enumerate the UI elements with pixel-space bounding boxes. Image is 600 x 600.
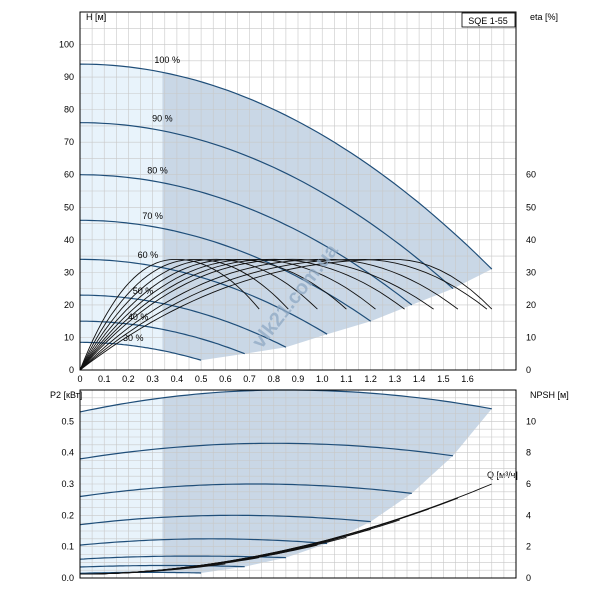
speed-label: 60 % [138, 250, 159, 260]
head-tick-label: 10 [64, 332, 74, 342]
flow-tick-label: 1.3 [389, 374, 402, 384]
efficiency-curve [79, 258, 459, 371]
speed-label: 80 % [147, 166, 168, 176]
power-curve [79, 483, 412, 498]
power-tick-label: 0.2 [61, 510, 74, 520]
npsh-tick-label: 10 [526, 416, 536, 426]
eta-axis-label: eta [%] [530, 12, 558, 22]
head-tick-label: 30 [64, 267, 74, 277]
npsh-curves [79, 483, 492, 575]
head-ticks: 0 0.1 0.2 0.3 0.4 0.5 0.6 0.7 0.8 0.9 1.0 1.1 1.2 1.3… [59, 40, 536, 384]
head-curve [80, 320, 245, 355]
model-title: SQE 1-55 [468, 16, 508, 26]
speed-label: 50 % [133, 286, 154, 296]
efficiency-curve [79, 258, 376, 371]
flow-tick-label: 1.2 [364, 374, 377, 384]
eta-tick-label: 60 [526, 170, 536, 180]
power-tick-label: 0.5 [61, 416, 74, 426]
flow-tick-label: 1.5 [437, 374, 450, 384]
head-curves [79, 63, 493, 361]
head-tick-label: 100 [59, 40, 74, 50]
head-tick-label: 70 [64, 137, 74, 147]
head-tick-label: 20 [64, 300, 74, 310]
power-low-flow-region [80, 397, 163, 574]
speed-label: 30 % [123, 333, 144, 343]
eta-tick-label: 0 [526, 365, 531, 375]
efficiency-curve [79, 258, 434, 371]
head-curve [79, 294, 287, 348]
power-operating-region-fill [162, 390, 492, 573]
head-axis-label: H [м] [86, 12, 106, 22]
speed-labels: 100 % 90 % 80 % 70 % 60 % 50 % 40 % 30 % [123, 55, 180, 343]
head-efficiency-panel: 100 % 90 % 80 % 70 % 60 % 50 % 40 % 30 % 0 0.1 0.… [59, 11, 558, 480]
efficiency-curve [79, 258, 260, 371]
eta-tick-label: 10 [526, 332, 536, 342]
npsh-tick-label: 2 [526, 542, 531, 552]
head-tick-label: 90 [64, 72, 74, 82]
power-tick-label: 0.1 [61, 542, 74, 552]
power-curve [79, 514, 371, 526]
flow-tick-label: 0.4 [171, 374, 184, 384]
speed-label: 70 % [142, 211, 163, 221]
power-ticks: 0.0 0.1 0.2 0.3 0.4 0.5 0 2 4 6 8 10 [61, 416, 536, 583]
eta-tick-label: 40 [526, 235, 536, 245]
power-plot-frame [79, 389, 517, 579]
head-curve [79, 258, 328, 335]
power-axis-label: P2 [кВт] [50, 390, 82, 400]
npsh-tick-label: 8 [526, 448, 531, 458]
efficiency-curve [79, 258, 318, 371]
flow-tick-label: 1.4 [413, 374, 426, 384]
flow-tick-label: 1.0 [316, 374, 329, 384]
npsh-tick-label: 4 [526, 510, 531, 520]
operating-region-fill [162, 72, 492, 361]
flow-tick-label: 0.5 [195, 374, 208, 384]
head-curve [80, 341, 202, 361]
flow-axis-label: Q [м³/ч] [487, 470, 518, 480]
power-curve [79, 442, 454, 460]
flow-tick-label: 0.6 [219, 374, 232, 384]
npsh-curve [80, 563, 226, 575]
speed-label: 90 % [152, 113, 173, 123]
efficiency-curves [79, 258, 493, 371]
power-operating-region [80, 390, 492, 574]
speed-label: 100 % [154, 55, 180, 65]
flow-tick-label: 1.6 [461, 374, 474, 384]
power-tick-label: 0.0 [61, 573, 74, 583]
head-curve [79, 63, 493, 270]
head-tick-label: 0 [69, 365, 74, 375]
npsh-tick-label: 0 [526, 573, 531, 583]
flow-tick-label: 1.1 [340, 374, 353, 384]
power-npsh-panel: 0.0 0.1 0.2 0.3 0.4 0.5 0 2 4 6 8 10 P2 [кВт] NPSH … [50, 389, 569, 583]
head-curve [80, 122, 454, 290]
flow-tick-label: 0.9 [292, 374, 305, 384]
head-plot-frame [79, 11, 517, 371]
eta-tick-label: 30 [526, 267, 536, 277]
head-tick-label: 50 [64, 202, 74, 212]
head-curve [79, 174, 413, 306]
efficiency-curve [79, 258, 405, 371]
power-curve [79, 538, 328, 546]
flow-tick-label: 0.7 [243, 374, 256, 384]
flow-tick-label: 0.8 [268, 374, 281, 384]
power-tick-label: 0.3 [61, 479, 74, 489]
power-curve [79, 564, 245, 568]
head-tick-label: 40 [64, 235, 74, 245]
efficiency-curve [79, 258, 347, 371]
speed-label: 40 % [128, 312, 149, 322]
head-tick-label: 80 [64, 105, 74, 115]
flow-tick-label: 0 [77, 374, 82, 384]
npsh-axis-label: NPSH [м] [530, 390, 569, 400]
head-tick-label: 60 [64, 170, 74, 180]
npsh-tick-label: 6 [526, 479, 531, 489]
efficiency-curve [79, 258, 493, 371]
model-title-box [461, 12, 516, 28]
efficiency-curve [79, 258, 488, 371]
flow-tick-label: 0.2 [122, 374, 135, 384]
power-tick-label: 0.4 [61, 448, 74, 458]
flow-tick-label: 0.3 [146, 374, 159, 384]
flow-tick-label: 0.1 [98, 374, 111, 384]
eta-tick-label: 20 [526, 300, 536, 310]
eta-tick-label: 50 [526, 202, 536, 212]
